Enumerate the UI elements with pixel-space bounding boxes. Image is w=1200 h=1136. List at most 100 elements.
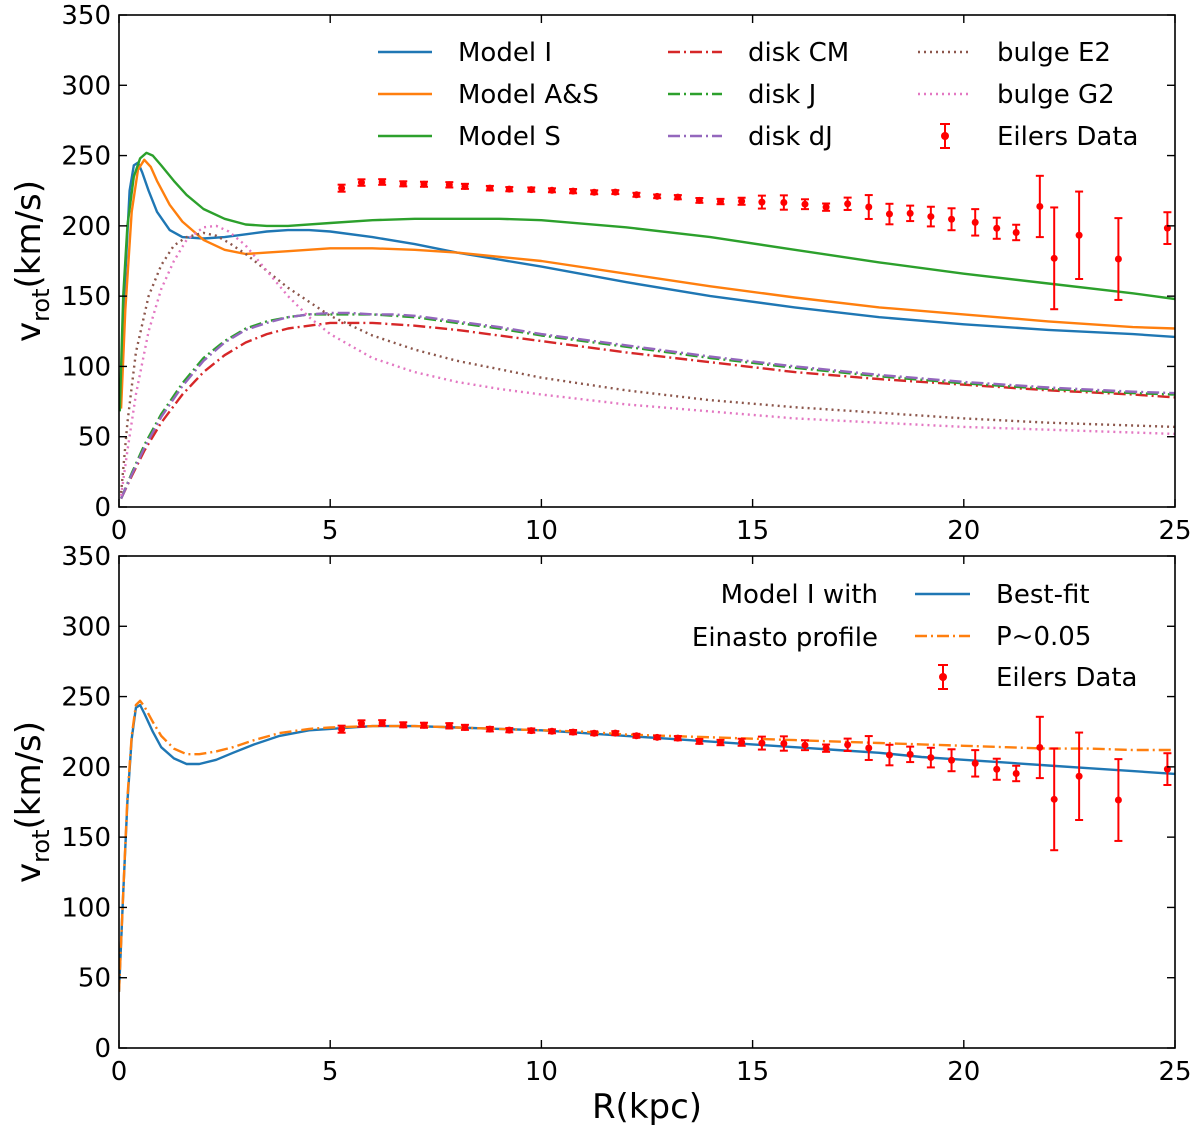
legend-p005: P~0.05 (996, 622, 1091, 652)
bottom-eilers-point (822, 743, 831, 753)
bottom-eilers-point (337, 724, 346, 734)
bottom-ytick-label: 50 (78, 964, 111, 994)
top-eilers-point (885, 202, 894, 226)
bottom-eilers-point (445, 722, 454, 730)
legend-eilers-swatch (940, 123, 950, 149)
top-eilers-point (419, 180, 428, 188)
top-eilers-point (547, 186, 556, 194)
bottom-ytick-label: 200 (61, 753, 111, 783)
legend-eilers-bottom: Eilers Data (996, 663, 1137, 693)
bottom-eilers-point (992, 757, 1001, 781)
top-series-model-i (119, 161, 1175, 395)
bottom-axes-frame (118, 555, 1176, 1049)
top-legend: Model I Model A&S Model S disk CM disk J… (378, 38, 1138, 152)
top-axes-frame (118, 14, 1176, 508)
bottom-eilers-point (864, 735, 873, 761)
top-ytick-label: 200 (61, 212, 111, 242)
bottom-eilers-point (378, 719, 387, 727)
legend-disk-cm: disk CM (748, 38, 849, 68)
bottom-plot-area (119, 699, 1175, 992)
bottom-eilers-point (843, 737, 852, 752)
bottom-legend: Model I with Einasto profile Best-fit P~… (692, 580, 1138, 693)
top-series-bulge-e2 (119, 231, 1175, 494)
top-ytick-label: 300 (61, 71, 111, 101)
top-xtick-label: 0 (111, 516, 128, 546)
bottom-eilers-point (716, 738, 725, 747)
top-eilers-point (1012, 223, 1021, 242)
top-eilers-point (527, 186, 536, 194)
bottom-eilers-point (947, 748, 956, 773)
top-eilers-point (357, 178, 366, 187)
bottom-eilers-point (971, 749, 980, 778)
bottom-eilers-point (399, 721, 408, 729)
bottom-eilers-point (632, 732, 641, 740)
bottom-ytick-label: 300 (61, 612, 111, 642)
top-eilers-point (1035, 174, 1044, 239)
top-series-model-a-s (119, 158, 1175, 409)
top-eilers-point (632, 191, 641, 199)
bottom-eilers-point (1163, 752, 1172, 786)
bottom-eilers-point (1114, 758, 1123, 842)
bottom-ylabel-text: vrot(km/s) (9, 721, 55, 883)
legend-note-line1: Model I with (721, 580, 878, 610)
bottom-eilers-point (800, 739, 809, 752)
bottom-eilers-point (673, 734, 682, 742)
legend-model-as: Model A&S (458, 80, 599, 110)
bottom-eilers-point (527, 727, 536, 735)
top-eilers-point (947, 207, 956, 232)
bottom-xtick-label: 20 (947, 1057, 980, 1087)
top-eilers-point (779, 194, 788, 211)
bottom-eilers-point (590, 729, 599, 737)
bottom-eilers-point (653, 733, 662, 741)
bottom-eilers-point (737, 737, 746, 747)
top-ytick-label: 50 (78, 423, 111, 453)
top-eilers-point (822, 202, 831, 212)
top-eilers-point (992, 216, 1001, 240)
top-eilers-point (695, 196, 704, 204)
bottom-eilers-point (419, 721, 428, 729)
bottom-eilers-point (779, 735, 788, 752)
top-series-bulge-g2 (119, 224, 1175, 496)
top-eilers-point (505, 185, 514, 193)
top-eilers-data (337, 174, 1172, 311)
top-y-axis-label: vrot(km/s) (9, 180, 55, 342)
bottom-eilers-point (505, 726, 514, 734)
bottom-eilers-point (1012, 764, 1021, 783)
bottom-eilers-point (569, 728, 578, 736)
top-eilers-point (485, 184, 494, 192)
top-eilers-point (1114, 217, 1123, 301)
top-eilers-point (800, 198, 809, 211)
x-axis-label: R(kpc) (592, 1087, 702, 1127)
bottom-xtick-label: 15 (736, 1057, 769, 1087)
top-eilers-point (653, 192, 662, 200)
top-eilers-point (737, 196, 746, 206)
bottom-eilers-point (1035, 715, 1044, 780)
top-ytick-label: 350 (61, 1, 111, 31)
top-xtick-label: 5 (322, 516, 339, 546)
top-ytick-label: 250 (61, 142, 111, 172)
top-series-disk-j (119, 313, 1175, 500)
bottom-eilers-point (926, 746, 935, 769)
legend-disk-dj: disk dJ (748, 122, 833, 152)
bottom-ytick-label: 100 (61, 893, 111, 923)
top-eilers-point (337, 183, 346, 193)
top-ylabel-text: vrot(km/s) (9, 180, 55, 342)
top-xtick-label: 20 (947, 516, 980, 546)
top-ytick-label: 150 (61, 282, 111, 312)
legend-eilers-top: Eilers Data (997, 122, 1138, 152)
top-eilers-point (843, 196, 852, 211)
bottom-eilers-point (357, 719, 366, 728)
bottom-ytick-label: 150 (61, 823, 111, 853)
bottom-eilers-point (906, 745, 915, 764)
bottom-eilers-point (547, 727, 556, 735)
bottom-xtick-label: 25 (1158, 1057, 1191, 1087)
bottom-eilers-point (1050, 747, 1059, 852)
bottom-xtick-label: 10 (525, 1057, 558, 1087)
top-eilers-point (460, 182, 469, 190)
bottom-ytick-label: 250 (61, 683, 111, 713)
